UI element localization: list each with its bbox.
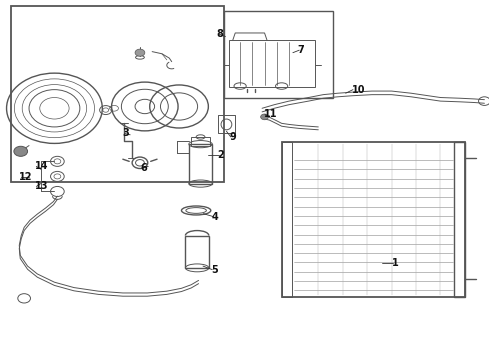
Circle shape — [14, 146, 27, 156]
Text: 3: 3 — [123, 129, 129, 138]
Text: 9: 9 — [229, 132, 236, 142]
Text: 2: 2 — [217, 150, 224, 160]
Bar — [189, 144, 212, 184]
Text: 13: 13 — [35, 181, 49, 192]
Bar — [185, 235, 209, 268]
Bar — [282, 142, 293, 297]
Circle shape — [261, 114, 269, 120]
Bar — [191, 137, 210, 146]
Text: 6: 6 — [141, 163, 147, 173]
Text: 11: 11 — [264, 109, 277, 120]
Text: 4: 4 — [212, 212, 219, 221]
Circle shape — [135, 49, 145, 56]
Bar — [229, 40, 315, 87]
Text: 12: 12 — [19, 172, 33, 182]
Text: 14: 14 — [35, 161, 49, 171]
Text: 8: 8 — [217, 29, 223, 39]
Bar — [454, 142, 465, 297]
Bar — [223, 12, 333, 98]
Text: 10: 10 — [351, 85, 365, 95]
Text: 7: 7 — [298, 45, 304, 55]
Bar — [11, 6, 224, 182]
Text: 1: 1 — [392, 258, 398, 268]
Text: 5: 5 — [211, 265, 218, 275]
Bar — [282, 142, 465, 297]
